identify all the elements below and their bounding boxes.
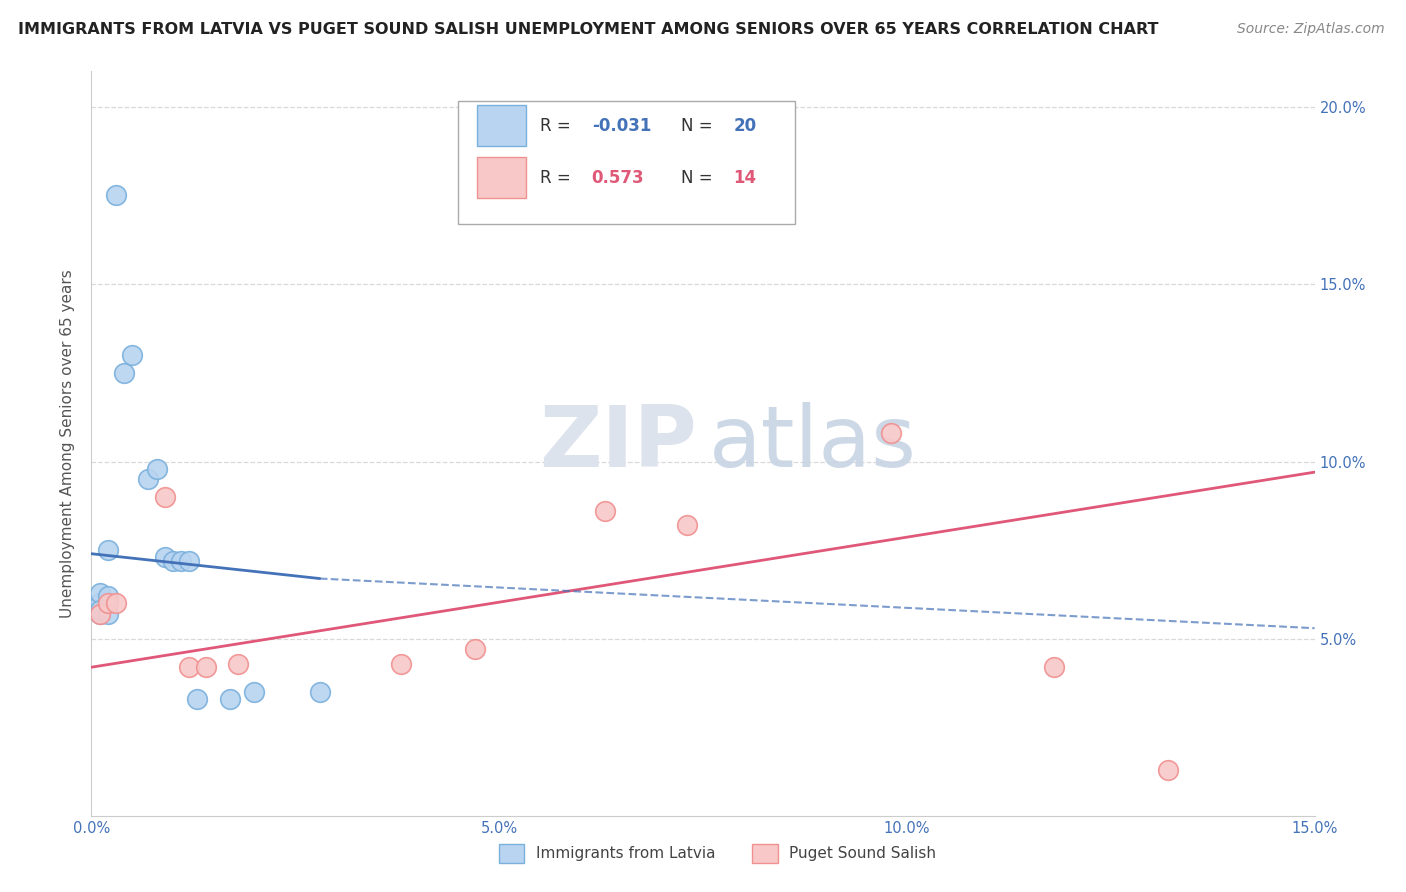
Text: R =: R = — [540, 117, 576, 135]
Text: IMMIGRANTS FROM LATVIA VS PUGET SOUND SALISH UNEMPLOYMENT AMONG SENIORS OVER 65 : IMMIGRANTS FROM LATVIA VS PUGET SOUND SA… — [18, 22, 1159, 37]
Text: N =: N = — [681, 117, 718, 135]
FancyBboxPatch shape — [477, 157, 526, 198]
Text: Puget Sound Salish: Puget Sound Salish — [789, 847, 936, 861]
Point — [179, 554, 201, 568]
Point — [162, 554, 184, 568]
Point — [593, 504, 616, 518]
Point — [97, 596, 120, 610]
Text: 20: 20 — [734, 117, 756, 135]
Point — [97, 543, 120, 558]
Point — [464, 642, 486, 657]
FancyBboxPatch shape — [458, 101, 794, 224]
Point — [1042, 660, 1064, 674]
Text: N =: N = — [681, 169, 718, 186]
Point — [389, 657, 412, 671]
Point — [194, 660, 217, 674]
Point — [104, 188, 127, 202]
Text: R =: R = — [540, 169, 576, 186]
Point — [89, 596, 111, 610]
Y-axis label: Unemployment Among Seniors over 65 years: Unemployment Among Seniors over 65 years — [60, 269, 76, 618]
Text: ZIP: ZIP — [538, 402, 697, 485]
Point — [89, 603, 111, 617]
Point — [89, 607, 111, 621]
Point — [153, 490, 176, 504]
Point — [89, 607, 111, 621]
Text: Source: ZipAtlas.com: Source: ZipAtlas.com — [1237, 22, 1385, 37]
Point — [121, 348, 143, 362]
FancyBboxPatch shape — [477, 105, 526, 146]
Point — [153, 550, 176, 565]
Text: 0.573: 0.573 — [592, 169, 644, 186]
Point — [112, 366, 135, 380]
Point — [97, 607, 120, 621]
Point — [138, 472, 160, 486]
Point — [219, 692, 242, 706]
Point — [879, 426, 901, 441]
Text: atlas: atlas — [709, 402, 917, 485]
Point — [170, 554, 193, 568]
Text: Immigrants from Latvia: Immigrants from Latvia — [536, 847, 716, 861]
Point — [186, 692, 208, 706]
Point — [97, 589, 120, 603]
Point — [145, 461, 167, 475]
Point — [675, 518, 697, 533]
Point — [1157, 763, 1180, 777]
Point — [308, 685, 330, 699]
Point — [243, 685, 266, 699]
Point — [104, 596, 127, 610]
Text: -0.031: -0.031 — [592, 117, 651, 135]
Point — [179, 660, 201, 674]
Text: 14: 14 — [734, 169, 756, 186]
Point — [226, 657, 249, 671]
Point — [89, 586, 111, 600]
